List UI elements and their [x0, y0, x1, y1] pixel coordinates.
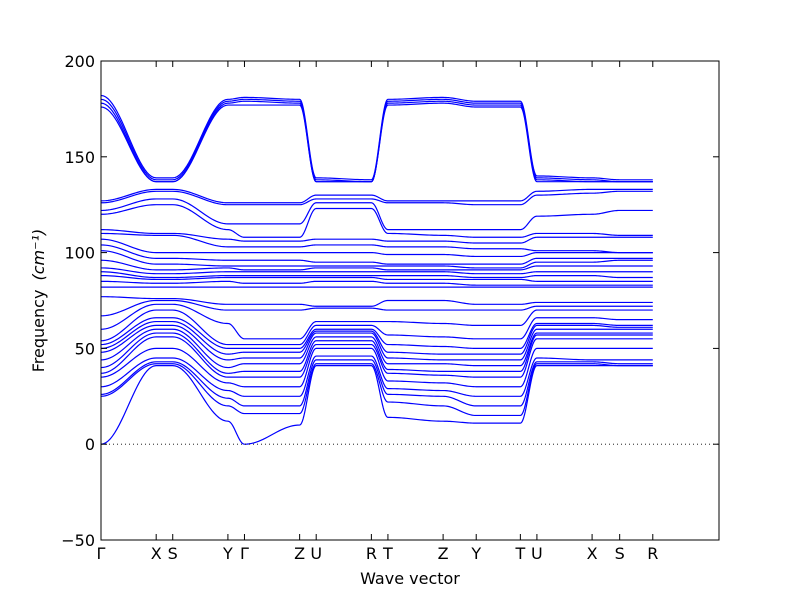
band-line-29 [100, 336, 653, 378]
x-tick-label: T [514, 544, 525, 563]
y-ticks: −50 0 50 100 150 200 [61, 52, 719, 550]
x-axis-label: Wave vector [360, 569, 460, 588]
band-line-27 [100, 328, 653, 369]
y-tick-label: 100 [64, 244, 95, 263]
band-line-20 [100, 296, 653, 307]
band-line-23 [100, 309, 653, 346]
y-tick-label: 150 [64, 148, 95, 167]
x-tick-label: Y [470, 544, 481, 563]
band-line-17 [100, 274, 653, 282]
band-line-6 [100, 190, 653, 206]
y-axis-label-text: Frequency [29, 290, 48, 373]
band-line-10 [100, 232, 653, 254]
band-line-30 [100, 347, 653, 388]
band-line-13 [100, 250, 653, 269]
x-tick-label: Γ [97, 544, 106, 563]
band-line-8 [100, 204, 653, 238]
band-line-33 [100, 363, 653, 417]
band-line-7 [100, 198, 653, 231]
y-tick-label: 0 [85, 435, 95, 454]
plot-frame [100, 60, 720, 541]
x-tick-label: S [168, 544, 178, 563]
band-line-25 [100, 320, 653, 355]
band-line-22 [100, 303, 653, 340]
y-axis-label: Frequency (cm⁻¹) [29, 229, 48, 372]
x-tick-label: T [382, 544, 393, 563]
x-tick-label: R [647, 544, 658, 563]
x-tick-label: Y [222, 544, 233, 563]
band-line-12 [100, 244, 653, 265]
band-lines [100, 94, 653, 445]
x-tick-label: X [587, 544, 598, 563]
band-line-32 [100, 359, 653, 407]
band-line-31 [100, 355, 653, 397]
x-tick-label: X [151, 544, 162, 563]
x-tick-label: S [615, 544, 625, 563]
band-line-21 [100, 299, 653, 317]
band-line-11 [100, 238, 653, 258]
x-tick-label: U [310, 544, 322, 563]
band-line-4 [100, 102, 653, 183]
y-tick-label: 200 [64, 52, 95, 71]
y-tick-label: −50 [61, 531, 95, 550]
band-line-34 [100, 365, 653, 445]
band-line-14 [100, 259, 653, 271]
band-line-15 [100, 267, 653, 275]
band-line-26 [100, 324, 653, 361]
band-line-16 [100, 271, 653, 279]
x-tick-label: Γ [240, 544, 249, 563]
x-tick-label: U [531, 544, 543, 563]
band-line-28 [100, 332, 653, 374]
band-line-5 [100, 188, 653, 204]
band-line-24 [100, 317, 653, 349]
y-tick-label: 50 [75, 339, 95, 358]
y-axis-label-unit: (cm⁻¹) [29, 229, 48, 281]
band-line-18 [100, 280, 653, 286]
x-tick-label: Z [438, 544, 449, 563]
band-line-9 [100, 229, 653, 244]
x-tick-label: R [366, 544, 377, 563]
x-tick-label: Z [294, 544, 305, 563]
